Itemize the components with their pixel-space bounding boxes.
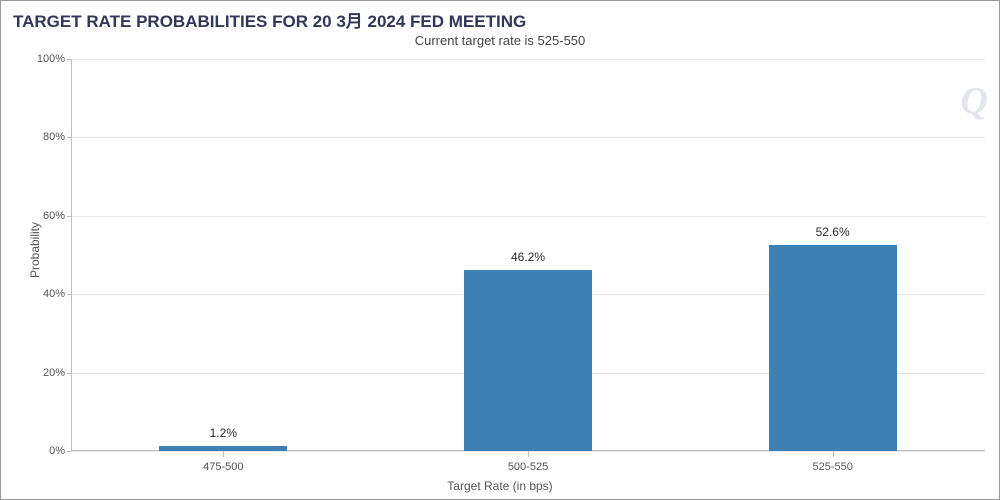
plot-area: 0%20%40%60%80%100%475-5001.2%500-52546.2… [71, 59, 985, 451]
y-tick-label: 0% [49, 445, 65, 457]
y-tick-label: 20% [43, 367, 65, 379]
bar-value-label: 52.6% [816, 225, 850, 239]
x-axis-title: Target Rate (in bps) [1, 479, 999, 493]
y-axis-title: Probability [28, 222, 42, 278]
y-tick-mark [67, 451, 71, 452]
bar: 1.2% [159, 446, 287, 451]
x-tick-mark [223, 451, 224, 457]
x-tick-label: 475-500 [203, 461, 243, 473]
chart-frame: TARGET RATE PROBABILITIES FOR 20 3月 2024… [0, 0, 1000, 500]
grid-line [71, 216, 985, 217]
grid-line [71, 137, 985, 138]
x-tick-mark [833, 451, 834, 457]
y-axis-line [71, 59, 72, 451]
bar-value-label: 46.2% [511, 250, 545, 264]
bar: 46.2% [464, 270, 592, 451]
x-tick-mark [528, 451, 529, 457]
bar-value-label: 1.2% [210, 426, 237, 440]
bar: 52.6% [769, 245, 897, 451]
chart-subtitle: Current target rate is 525-550 [1, 33, 999, 48]
y-tick-label: 100% [37, 53, 65, 65]
chart-title: TARGET RATE PROBABILITIES FOR 20 3月 2024… [13, 7, 526, 32]
y-tick-label: 80% [43, 131, 65, 143]
y-tick-label: 40% [43, 288, 65, 300]
y-tick-label: 60% [43, 210, 65, 222]
x-tick-label: 525-550 [812, 461, 852, 473]
x-tick-label: 500-525 [508, 461, 548, 473]
grid-line [71, 59, 985, 60]
